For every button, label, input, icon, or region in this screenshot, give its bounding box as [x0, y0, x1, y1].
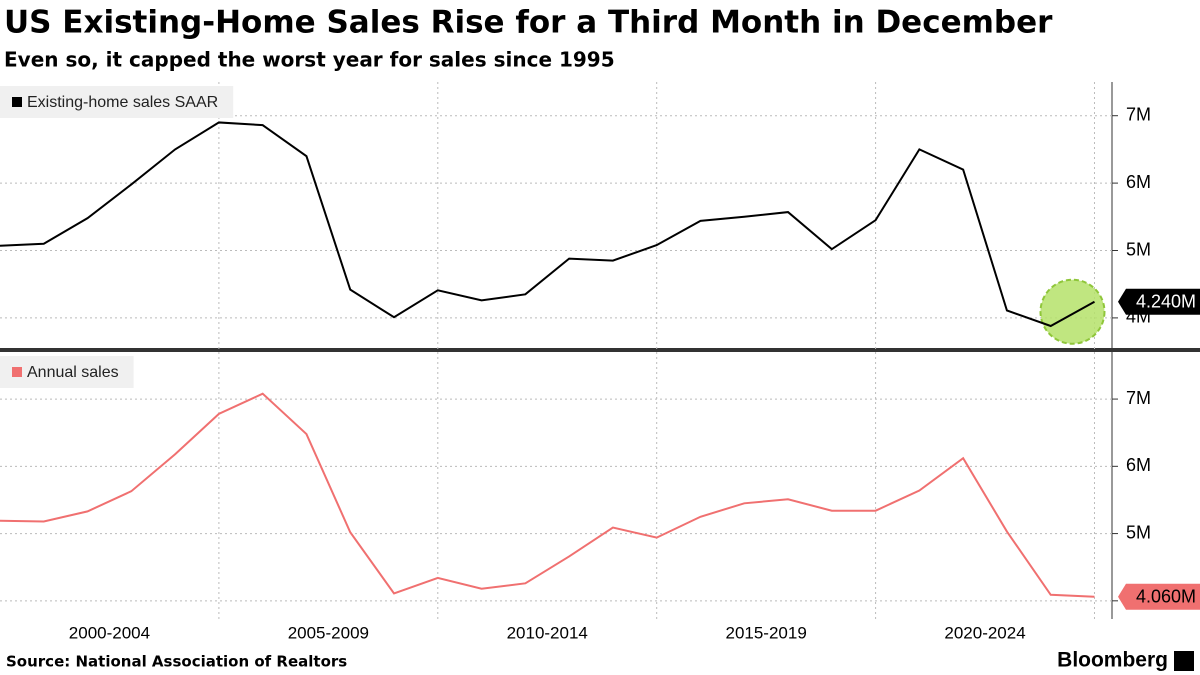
value-label: 4.060M: [1136, 587, 1196, 607]
chart-subtitle: Even so, it capped the worst year for sa…: [4, 48, 615, 72]
y-tick-label: 7M: [1126, 104, 1151, 124]
highlight: [1039, 278, 1106, 345]
legend-label: Annual sales: [27, 364, 119, 381]
legend-swatch: [12, 97, 22, 107]
logo-icon: [1174, 651, 1194, 671]
value-label-box: [1118, 583, 1200, 610]
line: [0, 392, 1095, 598]
legend-label: Existing-home sales SAAR: [27, 94, 218, 111]
legend-box: [0, 356, 134, 388]
legend-swatch: [12, 367, 22, 377]
x-tick-label: 2010-2014: [507, 623, 588, 642]
x-tick-label: 2015-2019: [725, 623, 806, 642]
y-tick-label: 6M: [1126, 455, 1151, 475]
y-tick-label: 5M: [1126, 239, 1151, 259]
y-tick-label: 7M: [1126, 388, 1151, 408]
chart-title: US Existing-Home Sales Rise for a Third …: [4, 5, 1053, 41]
y-tick-label: 5M: [1126, 522, 1151, 542]
x-tick-label: 2005-2009: [288, 623, 369, 642]
value-label: 4.240M: [1136, 291, 1196, 311]
legend-box: [0, 86, 234, 118]
logo: Bloomberg: [1057, 649, 1168, 672]
x-tick-label: 2000-2004: [69, 623, 150, 642]
panel-divider: [0, 348, 1200, 352]
line: [0, 121, 1095, 328]
value-label-box: [1118, 288, 1200, 315]
x-tick-label: 2020-2024: [944, 623, 1025, 642]
source: Source: National Association of Realtors: [6, 653, 347, 671]
y-tick-label: 6M: [1126, 172, 1151, 192]
